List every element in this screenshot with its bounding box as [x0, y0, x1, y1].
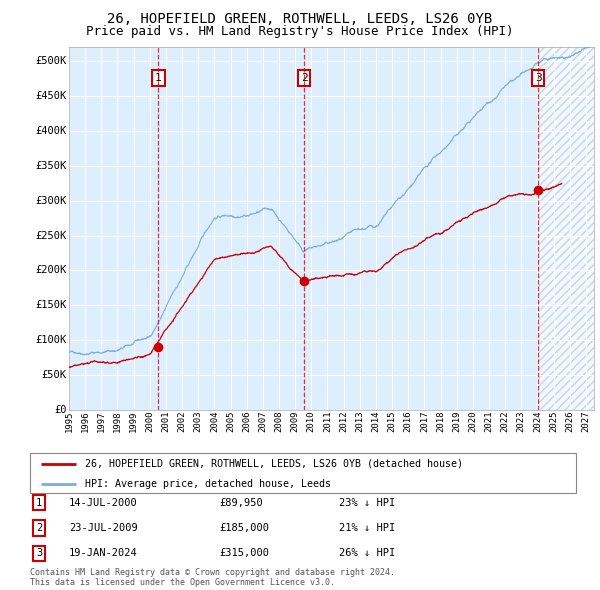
Text: 26, HOPEFIELD GREEN, ROTHWELL, LEEDS, LS26 0YB (detached house): 26, HOPEFIELD GREEN, ROTHWELL, LEEDS, LS… [85, 459, 463, 469]
Text: 19-JAN-2024: 19-JAN-2024 [69, 549, 138, 558]
Text: £450K: £450K [35, 91, 67, 101]
Text: 2004: 2004 [210, 410, 219, 431]
Text: £500K: £500K [35, 56, 67, 66]
Text: 2008: 2008 [274, 410, 283, 431]
Text: 1996: 1996 [80, 410, 89, 431]
Text: 2001: 2001 [161, 410, 170, 431]
Text: £315,000: £315,000 [219, 549, 269, 558]
Text: 2026: 2026 [565, 410, 574, 431]
Text: 2018: 2018 [436, 410, 445, 431]
Text: 2023: 2023 [517, 410, 526, 431]
Text: 2002: 2002 [178, 410, 187, 431]
Text: 2011: 2011 [323, 410, 332, 431]
Text: 2: 2 [301, 73, 307, 83]
Text: 1998: 1998 [113, 410, 122, 431]
Text: 26% ↓ HPI: 26% ↓ HPI [339, 549, 395, 558]
Text: £400K: £400K [35, 126, 67, 136]
Text: £0: £0 [54, 405, 67, 415]
Bar [538, 47, 594, 410]
Text: 1997: 1997 [97, 410, 106, 431]
Text: 2000: 2000 [145, 410, 154, 431]
Text: 2005: 2005 [226, 410, 235, 431]
Text: 2022: 2022 [500, 410, 509, 431]
Text: 2009: 2009 [290, 410, 299, 431]
Text: Price paid vs. HM Land Registry's House Price Index (HPI): Price paid vs. HM Land Registry's House … [86, 25, 514, 38]
Text: 2006: 2006 [242, 410, 251, 431]
Text: 2016: 2016 [404, 410, 413, 431]
Text: 2: 2 [36, 523, 42, 533]
Text: 2019: 2019 [452, 410, 461, 431]
Text: 2015: 2015 [388, 410, 397, 431]
Text: 2010: 2010 [307, 410, 316, 431]
Text: 1: 1 [155, 73, 162, 83]
Text: £50K: £50K [41, 370, 67, 380]
Text: 2013: 2013 [355, 410, 364, 431]
Text: HPI: Average price, detached house, Leeds: HPI: Average price, detached house, Leed… [85, 479, 331, 489]
Text: £100K: £100K [35, 335, 67, 345]
Text: 1: 1 [36, 498, 42, 507]
Text: 2025: 2025 [549, 410, 558, 431]
Text: 3: 3 [36, 549, 42, 558]
Text: 2020: 2020 [469, 410, 478, 431]
Text: £200K: £200K [35, 266, 67, 276]
Text: 21% ↓ HPI: 21% ↓ HPI [339, 523, 395, 533]
Text: £185,000: £185,000 [219, 523, 269, 533]
Text: 2024: 2024 [533, 410, 542, 431]
Text: 1995: 1995 [64, 410, 73, 431]
Text: 2027: 2027 [581, 410, 590, 431]
Text: £250K: £250K [35, 231, 67, 241]
Text: 26, HOPEFIELD GREEN, ROTHWELL, LEEDS, LS26 0YB: 26, HOPEFIELD GREEN, ROTHWELL, LEEDS, LS… [107, 12, 493, 26]
Text: 1999: 1999 [129, 410, 138, 431]
Text: 2017: 2017 [420, 410, 429, 431]
Text: 2012: 2012 [339, 410, 348, 431]
Text: £300K: £300K [35, 196, 67, 206]
Text: £89,950: £89,950 [219, 498, 263, 507]
Text: 2003: 2003 [194, 410, 203, 431]
Text: Contains HM Land Registry data © Crown copyright and database right 2024.
This d: Contains HM Land Registry data © Crown c… [30, 568, 395, 587]
Text: 23-JUL-2009: 23-JUL-2009 [69, 523, 138, 533]
Text: 3: 3 [535, 73, 542, 83]
Text: £350K: £350K [35, 161, 67, 171]
Text: 14-JUL-2000: 14-JUL-2000 [69, 498, 138, 507]
Text: 2014: 2014 [371, 410, 380, 431]
Text: 2021: 2021 [484, 410, 493, 431]
Text: £150K: £150K [35, 300, 67, 310]
Text: 23% ↓ HPI: 23% ↓ HPI [339, 498, 395, 507]
Text: 2007: 2007 [259, 410, 268, 431]
